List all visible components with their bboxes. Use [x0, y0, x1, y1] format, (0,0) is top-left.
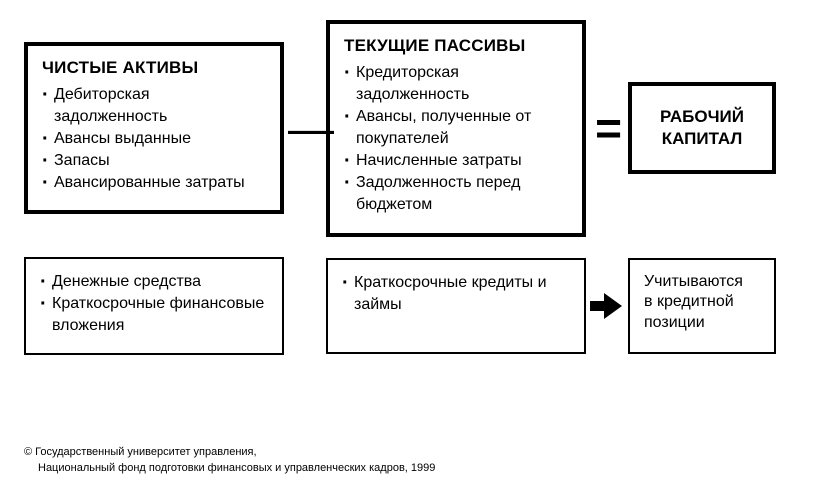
equals-operator: =: [586, 105, 628, 151]
net-assets-list: Дебиторская задолженность Авансы выданны…: [42, 84, 266, 194]
footer-line2: Национальный фонд подготовки финансовых …: [24, 461, 435, 476]
list-item: Начисленные затраты: [344, 150, 568, 172]
list-item: Авансы выданные: [42, 128, 266, 150]
list-item: Кредиторская задолженность: [344, 62, 568, 106]
list-item: Авансы, полученные от покупателей: [344, 106, 568, 150]
credit-position-line3: позиции: [644, 313, 760, 334]
short-term-loans-list: Краткосрочные кредиты и займы: [342, 272, 570, 316]
minus-operator: —: [284, 105, 326, 151]
credit-position-row: Денежные средства Краткосрочные финансов…: [24, 257, 812, 355]
list-item: Авансированные затраты: [42, 172, 266, 194]
credit-position-box: Учитываются в кредитной позиции: [628, 258, 776, 354]
current-liabilities-title: ТЕКУЩИЕ ПАССИВЫ: [344, 36, 568, 56]
cash-list: Денежные средства Краткосрочные финансов…: [40, 271, 268, 337]
short-term-loans-box: Краткосрочные кредиты и займы: [326, 258, 586, 354]
arrow-right-icon: [586, 291, 628, 321]
cash-box: Денежные средства Краткосрочные финансов…: [24, 257, 284, 355]
current-liabilities-box: ТЕКУЩИЕ ПАССИВЫ Кредиторская задолженнос…: [326, 20, 586, 237]
working-capital-line2: КАПИТАЛ: [644, 128, 760, 150]
list-item: Краткосрочные кредиты и займы: [342, 272, 570, 316]
list-item: Денежные средства: [40, 271, 268, 293]
net-assets-title: ЧИСТЫЕ АКТИВЫ: [42, 58, 266, 78]
equation-row-1: ЧИСТЫЕ АКТИВЫ Дебиторская задолженность …: [24, 20, 812, 237]
credit-position-line2: в кредитной: [644, 292, 760, 313]
list-item: Запасы: [42, 150, 266, 172]
working-capital-box: РАБОЧИЙ КАПИТАЛ: [628, 82, 776, 174]
footer-line1: © Государственный университет управления…: [24, 445, 435, 460]
working-capital-line1: РАБОЧИЙ: [644, 106, 760, 128]
current-liabilities-list: Кредиторская задолженность Авансы, получ…: [344, 62, 568, 217]
list-item: Краткосрочные финансовые вложения: [40, 293, 268, 337]
list-item: Дебиторская задолженность: [42, 84, 266, 128]
copyright-footer: © Государственный университет управления…: [24, 445, 435, 476]
net-assets-box: ЧИСТЫЕ АКТИВЫ Дебиторская задолженность …: [24, 42, 284, 214]
list-item: Задолженность перед бюджетом: [344, 172, 568, 216]
credit-position-line1: Учитываются: [644, 272, 760, 293]
